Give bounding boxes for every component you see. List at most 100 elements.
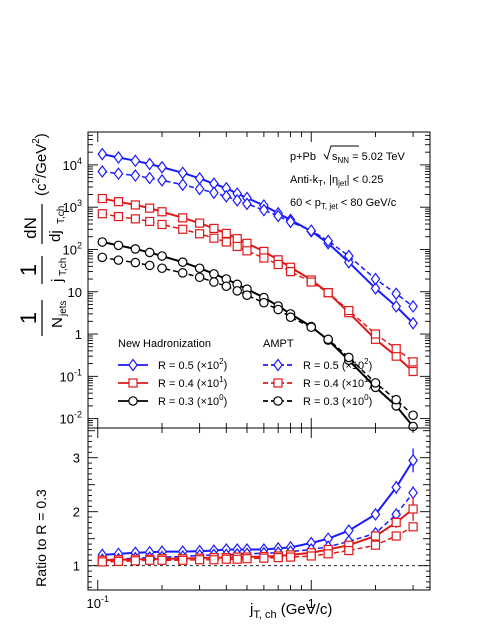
ylabel-njets-sub: jets (58, 300, 69, 317)
ratio-point (408, 486, 418, 500)
y-tick-label: 104 (63, 156, 82, 173)
spectrum-point (209, 223, 219, 234)
spectrum-point (97, 209, 107, 219)
spectrum-point (177, 268, 188, 278)
spectrum-point (157, 207, 167, 217)
spectrum-point (157, 251, 167, 261)
plot-frame (87, 427, 431, 591)
ratio-point (221, 554, 231, 564)
spectrum-line (102, 256, 414, 416)
legend-group-ampt: AMPT (263, 338, 294, 350)
y-tick-label: 103 (63, 198, 82, 215)
spectrum-point (408, 357, 418, 367)
ratio-point (242, 554, 252, 564)
ratio-point (232, 554, 242, 564)
spectrum-point (177, 166, 188, 180)
annotation-jet-algorithm: Anti-kT, |ηjet| < 0.25 (290, 174, 383, 188)
ratio-point (370, 540, 381, 550)
spectrum-point (145, 216, 155, 227)
spectrum-point (391, 287, 402, 301)
legend-entry-label: R = 0.4 (×101) (303, 375, 372, 390)
ratio-y-axis-label: Ratio to R = 0.3 (33, 489, 49, 587)
legend-marker (128, 358, 138, 372)
ratio-point (391, 531, 401, 541)
spectrum-point (97, 193, 107, 204)
spectrum-series-5 (97, 252, 418, 421)
spectrum-point (130, 244, 141, 254)
spectrum-point (344, 305, 354, 316)
ratio-y-tick-label: 3 (73, 451, 80, 466)
spectrum-point (259, 203, 269, 217)
ratio-point (130, 556, 140, 566)
spectrum-point (113, 211, 124, 222)
legend-marker (273, 358, 283, 372)
spectrum-series-3 (97, 209, 418, 367)
spectrum-point (306, 322, 317, 333)
legend-entry-label: R = 0.3 (×100) (303, 393, 372, 408)
ratio-point (344, 545, 354, 556)
spectrum-point (221, 281, 232, 292)
annotation-pt-range: 60 < pT, jet < 80 GeV/c (290, 197, 397, 211)
spectrum-point (259, 253, 269, 263)
spectrum-point (370, 329, 381, 339)
spectrum-point (221, 237, 231, 247)
spectrum-point (221, 189, 232, 203)
ratio-point (370, 507, 381, 521)
x-tick-label: 10-1 (87, 594, 109, 611)
spectrum-point (408, 316, 418, 330)
legend-marker (273, 378, 283, 388)
annotation-energy: sNN = 5.02 TeV (332, 151, 405, 165)
spectrum-point (195, 218, 205, 228)
spectrum-point (343, 249, 354, 263)
spectrum-point (157, 263, 167, 274)
ratio-series-3 (97, 522, 418, 567)
spectrum-point (323, 288, 333, 298)
ylabel-dn: dN (21, 217, 40, 239)
y-tick-label: 10-2 (60, 410, 82, 427)
spectrum-point (157, 219, 167, 230)
ratio-point (113, 556, 124, 566)
ratio-point (157, 555, 167, 565)
spectrum-point (144, 260, 155, 271)
spectrum-point (391, 344, 401, 354)
y-tick-label: 102 (63, 240, 82, 257)
spectrum-point (259, 297, 269, 308)
spectrum-point (194, 171, 205, 185)
spectrum-point (177, 178, 188, 192)
spectrum-point (370, 281, 381, 295)
legend-entry-label: R = 0.4 (×101) (158, 375, 227, 390)
spectrum-point (144, 157, 155, 171)
spectrum-point (306, 277, 316, 287)
ylabel-one-2: 1 (16, 264, 41, 276)
spectrum-point (97, 252, 108, 263)
spectrum-point (194, 182, 205, 196)
y-tick-label: 1 (75, 327, 82, 342)
spectrum-point (285, 215, 296, 229)
spectrum-point (113, 255, 124, 265)
legend-marker (128, 396, 138, 406)
ylabel-one-1: 1 (16, 312, 41, 324)
spectrum-point (242, 246, 252, 256)
spectrum-point (113, 240, 124, 251)
spectrum-point (306, 224, 317, 238)
ratio-point (408, 504, 418, 514)
spectrum-point (408, 366, 418, 377)
legend-entry-label: R = 0.5 (×102) (303, 357, 372, 372)
ylabel-j-sub: T,ch (58, 258, 69, 276)
spectrum-point (221, 228, 231, 238)
spectrum-point (178, 224, 188, 234)
y-tick-label: 10-1 (60, 367, 82, 384)
spectrum-point (144, 247, 155, 258)
x-tick-label: 1 (308, 596, 315, 611)
ratio-point (178, 555, 188, 565)
spectrum-point (391, 299, 402, 313)
ylabel-j: j (49, 279, 66, 283)
ratio-point (391, 480, 402, 494)
spectrum-point (157, 173, 167, 187)
spectrum-series-0 (97, 147, 418, 330)
spectrum-point (130, 154, 141, 168)
ratio-point (306, 551, 316, 561)
spectrum-point (232, 286, 243, 296)
annotation-collision-system: p+Pb (290, 151, 316, 163)
